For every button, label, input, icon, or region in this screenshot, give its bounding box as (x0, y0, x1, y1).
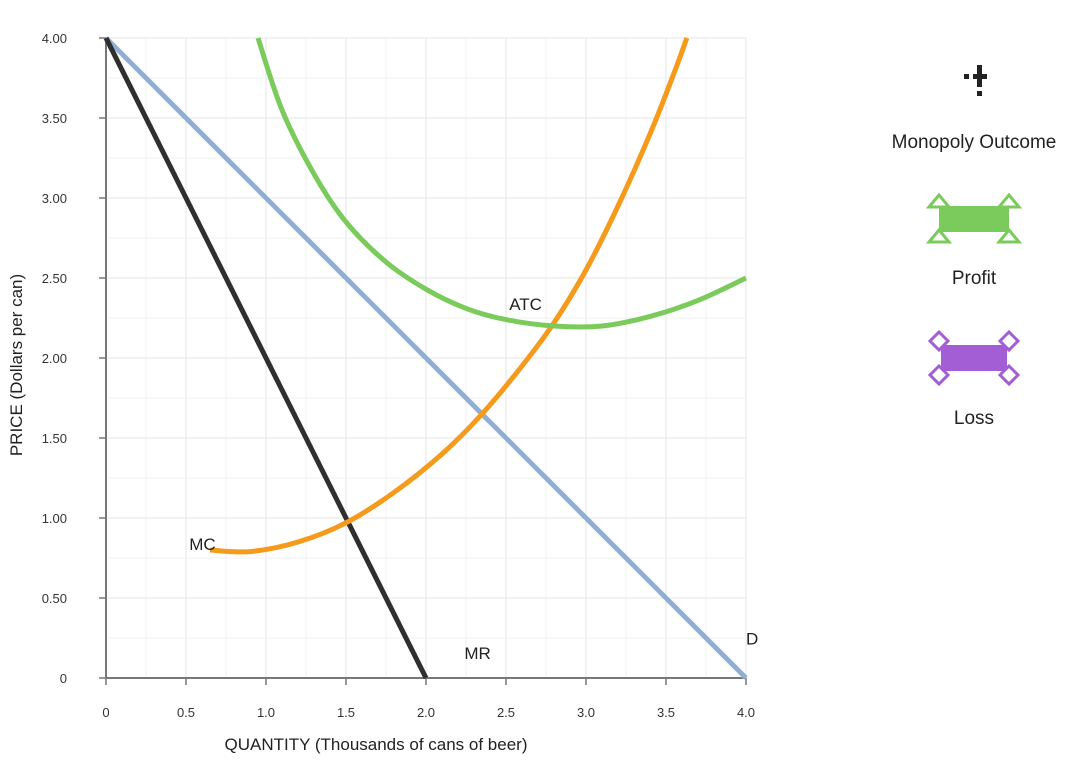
y-tick-label: 1.50 (42, 431, 67, 446)
y-tick-label: 4.00 (42, 31, 67, 46)
curve-label-mr: MR (464, 644, 490, 663)
curve-mr (103, 36, 429, 680)
x-tick-label: 0.5 (177, 705, 195, 720)
x-tick-label: 3.0 (577, 705, 595, 720)
monopoly-outcome-icon[interactable] (954, 58, 994, 98)
y-tick-label: 3.50 (42, 111, 67, 126)
x-tick-label: 4.0 (737, 705, 755, 720)
curve-mc (209, 37, 690, 555)
x-tick-label: 0 (102, 705, 109, 720)
legend-item-profit[interactable]: Profit (864, 192, 1084, 290)
x-tick-label: 1.5 (337, 705, 355, 720)
legend-label-loss: Loss (953, 408, 995, 429)
y-tick-label: 1.00 (42, 511, 67, 526)
curve-atc (255, 37, 748, 330)
loss-area-icon[interactable] (919, 330, 1029, 386)
curve-label-atc: ATC (509, 295, 542, 314)
y-axis-title: PRICE (Dollars per can) (7, 274, 26, 456)
ticks: 0 0.5 1.0 1.5 2.0 2.5 3.0 3.5 4.000.501.001.502.… (42, 31, 755, 720)
curves (103, 36, 748, 680)
legend-item-monopoly-outcome[interactable]: Monopoly Outcome (864, 58, 1084, 154)
x-tick-label: 2.0 (417, 705, 435, 720)
y-tick-label: 3.00 (42, 191, 67, 206)
y-tick-label: 0 (60, 671, 67, 686)
x-tick-label: 3.5 (657, 705, 675, 720)
curve-d (104, 36, 748, 680)
x-tick-label: 2.5 (497, 705, 515, 720)
curve-label-d: D (746, 629, 758, 648)
y-tick-label: 2.50 (42, 271, 67, 286)
x-axis-title: QUANTITY (Thousands of cans of beer) (225, 735, 528, 754)
legend-label-monopoly-outcome: Monopoly Outcome (891, 132, 1057, 153)
y-tick-label: 0.50 (42, 591, 67, 606)
x-tick-label: 1.0 (257, 705, 275, 720)
y-tick-label: 2.00 (42, 351, 67, 366)
curve-labels: ATC MC MR D (189, 295, 758, 663)
curve-label-mc: MC (189, 535, 215, 554)
profit-area-icon[interactable] (919, 192, 1029, 246)
legend-label-profit: Profit (951, 268, 997, 289)
legend-item-loss[interactable]: Loss (864, 330, 1084, 430)
